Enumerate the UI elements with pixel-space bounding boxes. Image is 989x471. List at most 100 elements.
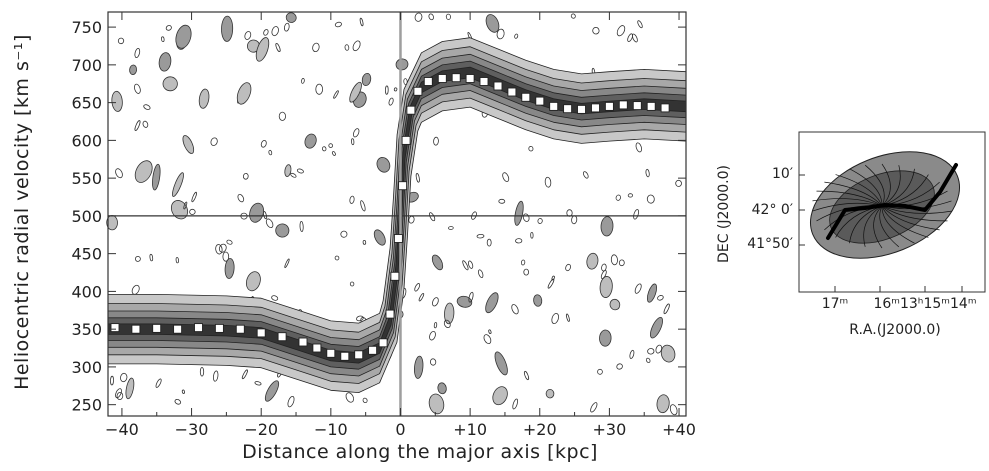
noise-contour [544,176,552,188]
noise-contour [181,389,185,394]
rotation-curve-point [312,343,322,353]
rotation-curve-point [406,105,416,115]
y-axis-title: Heliocentric radial velocity [km s⁻¹] [11,34,33,390]
rotation-curve-point [340,351,350,361]
noise-contour [199,366,205,377]
noise-contour [650,316,663,339]
noise-contour [275,223,290,238]
noise-contour [356,315,364,322]
noise-contour [444,302,455,325]
noise-contour [616,25,626,37]
y-tick-label: 650 [71,94,102,113]
x-tick-label: +30 [593,420,627,439]
rotation-curve-point [214,323,224,333]
noise-contour [456,295,473,308]
rotation-curve-point [521,92,531,102]
noise-contour [268,149,273,156]
rotation-curve-point [385,309,395,319]
noise-contour [655,344,663,354]
noise-contour [174,399,182,405]
noise-contour [448,226,454,230]
noise-contour [486,238,492,247]
noise-contour [592,27,600,35]
rotation-curve-point [398,181,408,191]
inset-y-axis-title: DEC (J2000.0) [716,165,732,263]
noise-contour [349,81,362,103]
isovelocity-contour [824,181,883,207]
noise-contour [182,135,195,154]
x-tick-label: −40 [105,420,139,439]
rotation-curve-point [465,74,475,83]
noise-contour [601,263,607,272]
y-tick-label: 600 [71,131,102,150]
noise-contour [414,12,423,22]
noise-contour [328,143,334,148]
noise-contour [437,382,447,395]
x-tick-label: −10 [314,420,348,439]
rotation-curve-point [507,87,517,97]
noise-contour [116,392,124,400]
isovelocity-contour [881,205,940,231]
noise-contour [633,209,639,220]
rotation-curve-point [326,348,336,358]
noise-contour [242,173,249,180]
isovelocity-contour [879,205,900,248]
noise-contour [349,195,355,204]
noise-contour [431,254,444,271]
noise-contour [656,394,670,414]
noise-contour [360,200,366,212]
rotation-curve-point [298,337,308,347]
noise-contour [433,136,439,146]
reference-lines [108,12,686,416]
noise-contour [134,160,153,183]
x-axis-title: Distance along the major axis [kpc] [242,441,598,463]
noise-contour [645,357,651,363]
noise-contour [483,334,492,344]
noise-contour [502,172,510,182]
noise-contour [340,230,348,238]
rotation-curve-point [423,77,433,86]
inset-x-axis-title: R.A.(J2000.0) [849,322,941,338]
rotation-curve-point [451,73,461,83]
noise-contour [488,329,492,334]
noise-contour [312,42,320,53]
noise-contour [462,260,469,271]
noise-contour [514,33,519,39]
noise-contour [498,198,506,204]
rotation-curve-point [660,103,670,113]
rotation-curve-point [390,271,400,281]
noise-contour [445,13,451,20]
noise-contour [551,312,559,325]
noise-contour [443,319,451,329]
noise-contour [255,37,270,62]
rotation-curve-point [277,332,287,342]
y-tick-label: 450 [71,245,102,264]
rotation-curve-point [194,323,203,333]
noise-contour [646,283,658,303]
noise-contour [647,348,655,355]
noise-contour [565,313,570,322]
position-velocity-diagram: −40 −30 −20 −10 0 +10 +20 +30 +40 250 300 350 400 45… [11,11,696,463]
noise-contour [599,276,613,298]
noise-contour [432,297,439,307]
noise-contour [429,358,437,366]
noise-contour [393,87,398,92]
noise-contour [321,146,327,152]
noise-contour [515,238,523,244]
noise-contour [609,298,621,311]
inset-ytick-4150: 41°50′ [747,236,793,252]
noise-contour [285,12,297,23]
x-tick-label: +10 [453,420,487,439]
noise-contour [599,329,612,347]
isovelocity-contour [881,205,952,214]
isovelocity-contour [812,198,883,207]
noise-contour [263,29,269,36]
noise-contour [492,386,508,406]
inset-ytick-10: 10′ [772,166,793,182]
noise-contour [117,37,125,45]
rotation-curve-points [110,73,670,361]
y-tick-label: 400 [71,282,102,301]
noise-contour [530,232,534,239]
noise-contour [528,146,534,152]
noise-contour [618,259,625,267]
